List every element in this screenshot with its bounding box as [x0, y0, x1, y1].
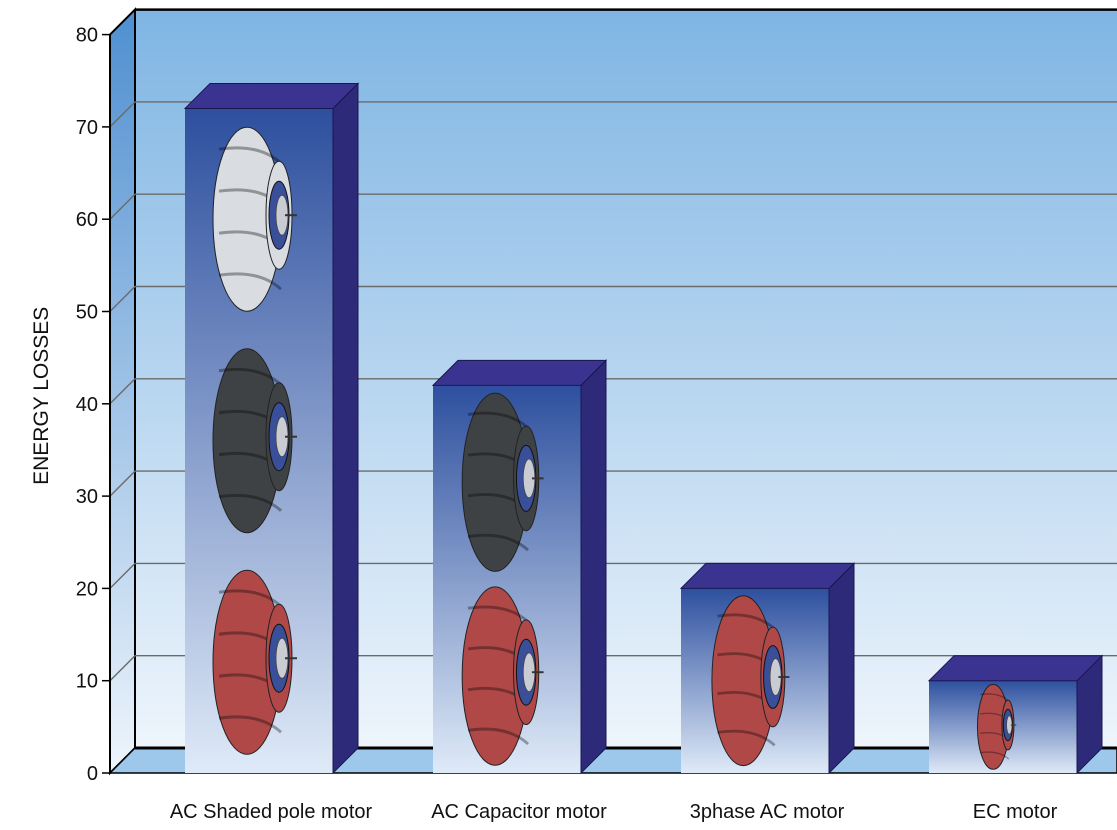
- bar-top: [927, 655, 1104, 682]
- gridline: [109, 285, 1117, 312]
- red-impeller-icon: [212, 569, 297, 755]
- light-impeller-icon: [212, 126, 297, 312]
- dark-impeller-icon: [461, 392, 544, 572]
- red-impeller-icon: [461, 586, 544, 766]
- red-impeller-icon: [976, 683, 1017, 770]
- y-tick-label: 40: [76, 394, 98, 416]
- y-tick-label: 10: [76, 671, 98, 693]
- bar: [431, 359, 608, 775]
- category-label: 3phase AC motor: [690, 801, 845, 823]
- bar: [679, 562, 856, 775]
- bar-side: [580, 359, 607, 775]
- bar-top: [183, 82, 360, 109]
- category-label: EC motor: [973, 801, 1058, 823]
- bar: [927, 654, 1104, 775]
- y-axis-label: ENERGY LOSSES: [30, 307, 53, 485]
- dark-impeller-icon: [212, 348, 297, 534]
- category-label: AC Capacitor motor: [431, 801, 607, 823]
- bar-top: [431, 359, 608, 386]
- y-tick-label: 70: [76, 117, 98, 139]
- red-impeller-icon: [711, 595, 790, 767]
- category-label: AC Shaded pole motor: [170, 801, 373, 823]
- y-tick-label: 80: [76, 25, 98, 47]
- bar: [183, 82, 360, 775]
- gridline: [109, 101, 1117, 128]
- y-tick-label: 30: [76, 486, 98, 508]
- gridline: [109, 378, 1117, 405]
- y-tick-label: 20: [76, 578, 98, 600]
- bar-top: [679, 562, 856, 589]
- y-tick-label: 50: [76, 302, 98, 324]
- y-tick-label: 0: [87, 763, 98, 785]
- y-tick-label: 60: [76, 209, 98, 231]
- bar-side: [828, 562, 855, 775]
- gridline: [109, 470, 1117, 497]
- bar-side: [332, 82, 359, 775]
- gridline: [109, 193, 1117, 220]
